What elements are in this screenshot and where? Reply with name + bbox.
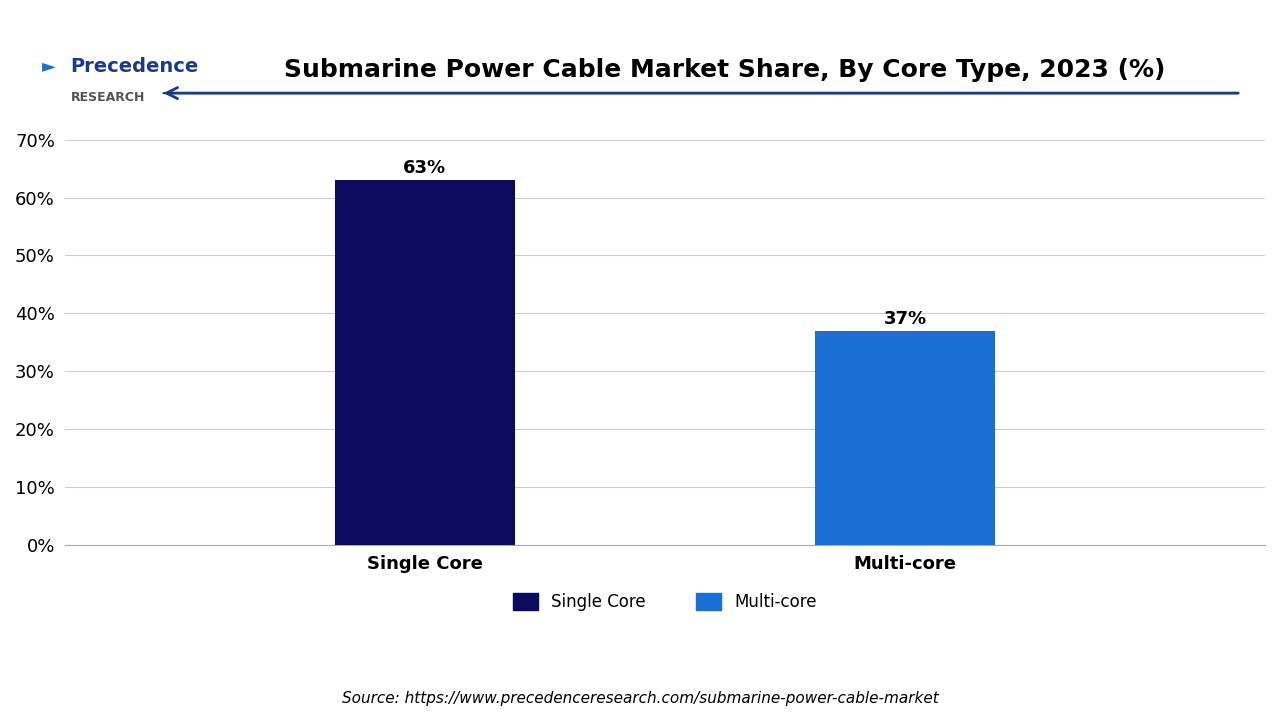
Bar bbox=[334, 180, 515, 545]
Text: Source: https://www.precedenceresearch.com/submarine-power-cable-market: Source: https://www.precedenceresearch.c… bbox=[342, 690, 938, 706]
Text: ►: ► bbox=[42, 58, 55, 76]
Text: RESEARCH: RESEARCH bbox=[70, 91, 145, 104]
Text: 37%: 37% bbox=[883, 310, 927, 328]
Text: Precedence: Precedence bbox=[70, 57, 198, 76]
Bar bbox=[815, 330, 995, 545]
Title: Submarine Power Cable Market Share, By Core Type, 2023 (%): Submarine Power Cable Market Share, By C… bbox=[284, 58, 1166, 82]
Text: 63%: 63% bbox=[403, 159, 447, 177]
Legend: Single Core, Multi-core: Single Core, Multi-core bbox=[506, 586, 823, 618]
